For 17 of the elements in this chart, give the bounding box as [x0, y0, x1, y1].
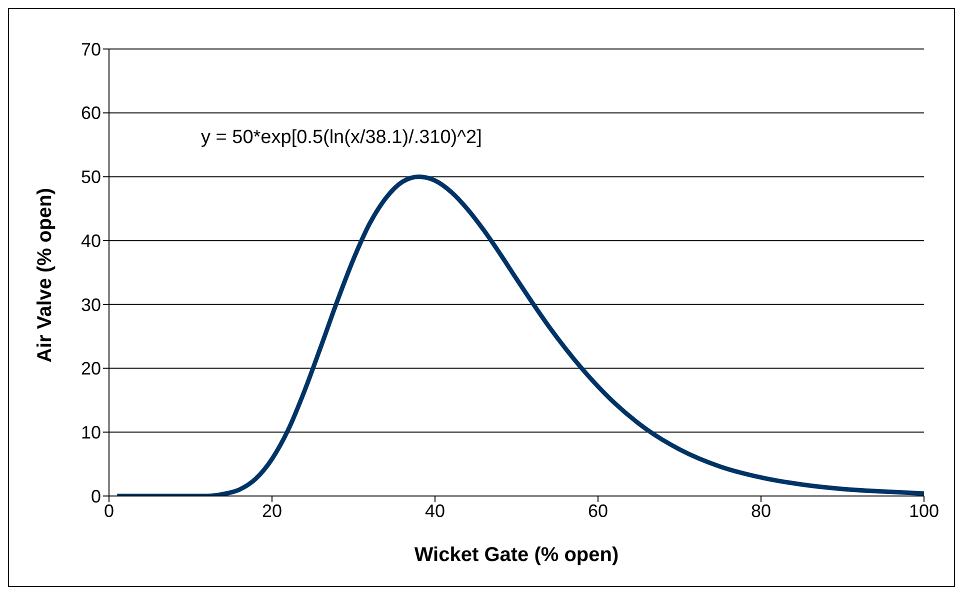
x-tick-label: 80	[750, 500, 772, 521]
y-tick-label: 50	[80, 167, 101, 188]
x-tick-label: 0	[104, 500, 114, 521]
annotation: y = 50*exp[0.5(ln(x/38.1)/.310)^2]	[201, 127, 482, 149]
x-axis-title: Wicket Gate (% open)	[414, 544, 619, 566]
x-tick-label: 40	[424, 500, 446, 521]
y-axis-title: Air Valve (% open)	[34, 188, 56, 362]
y-tick-label: 40	[80, 230, 101, 251]
x-tick-label: 60	[588, 500, 608, 521]
x-tick-label: 20	[262, 500, 282, 521]
y-tick-label: 60	[80, 103, 101, 124]
y-tick-label: 0	[90, 486, 101, 506]
y-tick-label: 20	[80, 358, 101, 379]
y-tick-label: 30	[80, 294, 101, 315]
y-tick-label: 70	[80, 39, 101, 60]
y-tick-label: 10	[80, 422, 101, 443]
x-tick-label: 100	[908, 500, 940, 521]
